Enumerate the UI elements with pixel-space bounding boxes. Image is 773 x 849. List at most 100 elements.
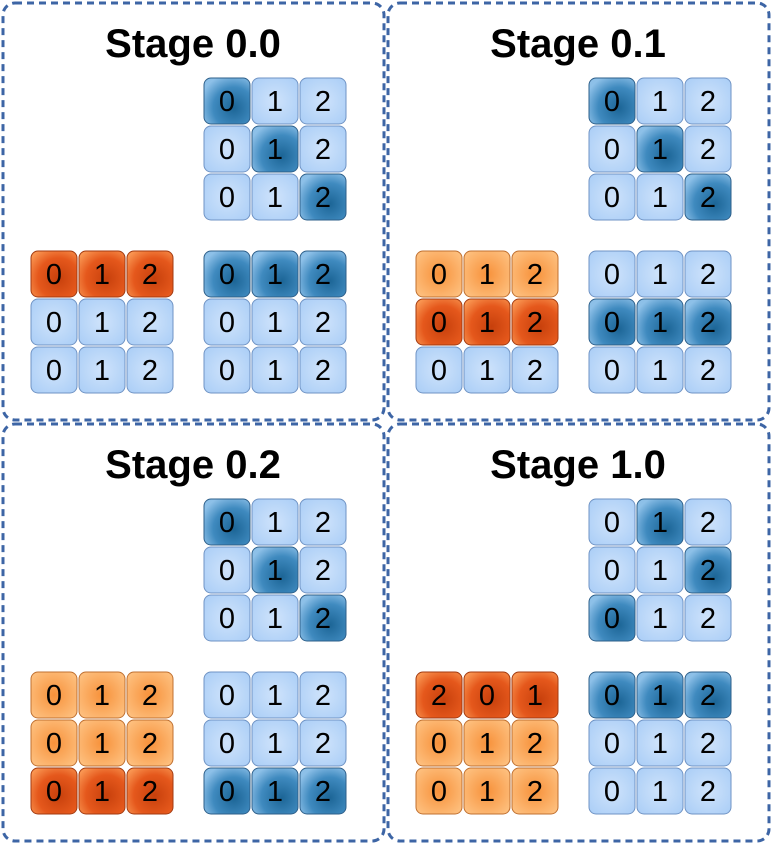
cell-digit: 2 [315,603,331,635]
cell [251,671,299,719]
cell-digit: 0 [219,307,235,339]
cell [251,719,299,767]
cell-digit: 1 [479,776,495,808]
cell [511,298,559,346]
cell [684,767,732,815]
panel-border [386,422,771,843]
cell-digit: 0 [219,776,235,808]
cell-digit: 0 [604,259,620,291]
cell [30,767,78,815]
cell-digit: 1 [652,555,668,587]
cell-digit: 1 [652,86,668,118]
cell [636,546,684,594]
cell [415,767,463,815]
cell-digit: 1 [94,259,110,291]
cell-digit: 2 [315,134,331,166]
cell-digit: 2 [527,355,543,387]
cell [463,719,511,767]
cell-digit: 2 [315,728,331,760]
cell-digit: 1 [479,355,495,387]
cell-digit: 0 [219,182,235,214]
cell-digit: 0 [219,680,235,712]
cell [511,671,559,719]
cell [78,250,126,298]
cell-digit: 1 [652,680,668,712]
cell-digit: 1 [652,728,668,760]
cell [78,671,126,719]
cell-digit: 2 [527,776,543,808]
cell-digit: 2 [527,259,543,291]
cell-digit: 1 [267,776,283,808]
cell-digit: 0 [604,555,620,587]
cell [203,546,251,594]
cell [203,767,251,815]
cell-digit: 1 [652,776,668,808]
cell [299,594,347,642]
cell-digit: 0 [46,355,62,387]
cell [251,498,299,546]
cell [636,767,684,815]
cell [299,498,347,546]
cell-digit: 2 [315,307,331,339]
cell [299,298,347,346]
cell-digit: 2 [700,355,716,387]
cell [251,173,299,221]
cell-digit: 0 [604,603,620,635]
cell-digit: 1 [527,680,543,712]
cell [463,250,511,298]
cell [203,298,251,346]
cell [251,77,299,125]
cell-digit: 1 [94,728,110,760]
cell-digit: 1 [267,86,283,118]
cell [126,298,174,346]
cell-digit: 2 [315,680,331,712]
cell-digit: 0 [219,555,235,587]
cell [203,498,251,546]
cell-digit: 2 [315,182,331,214]
panel-border [1,1,386,422]
cell [463,298,511,346]
cell-digit: 1 [267,355,283,387]
cell-digit: 1 [94,355,110,387]
cell-digit: 0 [219,355,235,387]
cell-digit: 2 [142,680,158,712]
cell [30,671,78,719]
cell [588,546,636,594]
cell [588,298,636,346]
cell-digit: 0 [604,307,620,339]
cell [636,173,684,221]
cell-digit: 1 [652,355,668,387]
panel-title: Stage 0.2 [105,443,281,487]
cell [299,173,347,221]
cell [126,346,174,394]
cell [463,671,511,719]
cell [415,671,463,719]
cell-digit: 1 [267,603,283,635]
cell-digit: 2 [700,86,716,118]
cell [684,298,732,346]
cell [251,346,299,394]
cell [588,671,636,719]
cell-digit: 1 [267,555,283,587]
cell [684,671,732,719]
cell-digit: 2 [315,776,331,808]
cell-digit: 0 [219,134,235,166]
cell-digit: 0 [219,259,235,291]
cell [684,250,732,298]
panel-title: Stage 0.0 [105,22,281,66]
cell-digit: 2 [315,507,331,539]
cell [684,125,732,173]
cell-digit: 1 [267,259,283,291]
cell [299,346,347,394]
cell [636,498,684,546]
cell [463,346,511,394]
cell [126,767,174,815]
cell-digit: 1 [652,307,668,339]
cell [126,719,174,767]
cell [588,594,636,642]
cell [30,346,78,394]
cell-digit: 1 [479,728,495,760]
cell [299,546,347,594]
cell [588,125,636,173]
